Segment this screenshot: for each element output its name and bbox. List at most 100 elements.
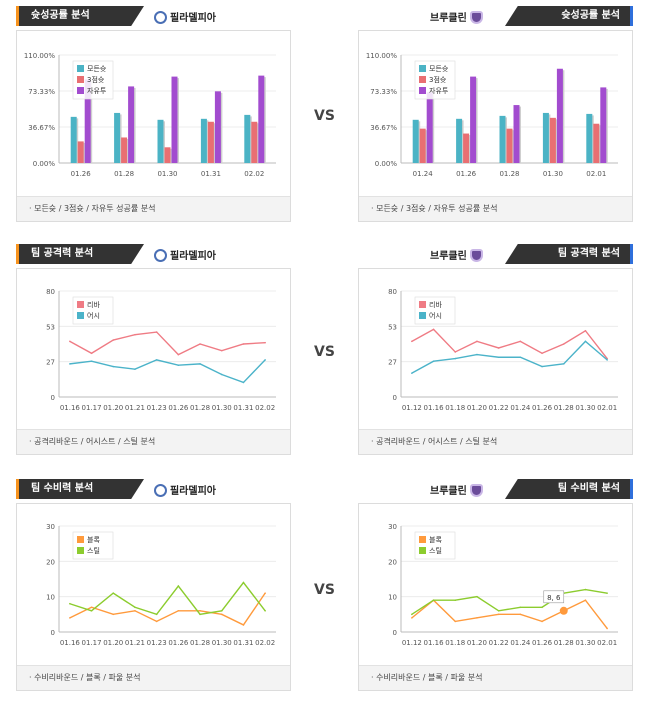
chart-caption: · 공격리바운드 / 어시스트 / 스틸 분석 — [17, 429, 290, 454]
x-tick-label: 01.23 — [147, 404, 167, 412]
defense-right-panel: 0 10 20 30 01.12 01.16 01.18 01.20 01.22 01.24 01.… — [358, 503, 633, 691]
legend-label: 어시 — [87, 311, 100, 320]
data-point — [606, 592, 608, 594]
x-tick-label: 01.16 — [60, 639, 81, 647]
data-point — [134, 368, 136, 370]
data-point — [155, 613, 158, 616]
x-tick-label: 01.24 — [510, 404, 531, 412]
data-point — [497, 613, 500, 616]
shooting-left-header: 슛성공률 분석 필라델피아 — [16, 6, 291, 28]
data-point — [497, 347, 500, 349]
x-tick-label: 01.21 — [125, 404, 145, 412]
x-tick-label: 01.17 — [82, 404, 102, 412]
data-point — [242, 624, 245, 626]
data-point — [541, 352, 543, 355]
x-tick-label: 01.12 — [402, 404, 422, 412]
bar — [600, 87, 607, 163]
data-point — [411, 613, 413, 616]
x-tick-label: 01.22 — [489, 639, 509, 647]
data-point — [432, 360, 435, 363]
data-point — [220, 613, 223, 616]
data-point — [519, 606, 522, 609]
data-point — [519, 613, 522, 616]
data-point — [112, 613, 115, 616]
legend-label: 모든슛 — [429, 65, 449, 73]
x-tick-label: 01.26 — [532, 639, 553, 647]
data-point — [199, 343, 201, 345]
bar — [164, 147, 171, 163]
data-point — [584, 329, 587, 332]
data-point — [90, 352, 93, 355]
section-title-tab: 팀 공격력 분석 — [505, 244, 633, 264]
y-tick-label: 36.67% — [370, 124, 397, 132]
data-point — [242, 381, 245, 384]
data-point — [134, 333, 136, 336]
x-tick-label: 01.26 — [71, 170, 92, 178]
bar — [77, 141, 84, 163]
data-point — [242, 581, 245, 584]
x-tick-label: 01.26 — [532, 404, 553, 412]
data-point — [155, 620, 158, 623]
bar — [470, 76, 477, 163]
bar — [251, 121, 258, 163]
x-tick-label: 01.26 — [456, 170, 477, 178]
x-tick-label: 01.12 — [402, 639, 422, 647]
legend-swatch — [77, 301, 84, 308]
bar — [258, 75, 265, 163]
data-point — [411, 617, 413, 619]
data-point — [584, 588, 587, 591]
legend-swatch — [77, 312, 84, 319]
team-name-right: 브루클린 — [430, 9, 486, 24]
x-tick-label: 02.01 — [586, 170, 606, 178]
x-tick-label: 01.22 — [489, 404, 509, 412]
legend-label: 자유투 — [429, 86, 449, 95]
x-tick-label: 01.26 — [168, 639, 189, 647]
shooting-right-chart: 0.00% 36.67% 73.33% 110.00% 01.24 01.26 01.28 0… — [366, 52, 618, 178]
bar — [513, 105, 520, 163]
series-line — [69, 331, 266, 356]
section-title-tab: 팀 수비력 분석 — [505, 479, 633, 499]
data-point — [177, 610, 180, 612]
data-point — [497, 610, 500, 612]
shooting-right-header: 브루클린 슛성공률 분석 — [358, 6, 633, 28]
y-tick-label: 0.00% — [33, 160, 56, 168]
data-point — [454, 357, 457, 360]
series-line — [411, 588, 608, 615]
data-point — [584, 340, 587, 343]
legend-swatch — [419, 87, 426, 94]
y-tick-label: 20 — [46, 558, 55, 566]
data-point — [134, 606, 136, 609]
legend-swatch — [419, 301, 426, 308]
defense-left-header: 팀 수비력 분석 필라델피아 — [16, 479, 291, 501]
y-tick-label: 80 — [388, 288, 397, 296]
bar — [121, 137, 128, 163]
y-tick-label: 0 — [393, 394, 397, 402]
x-tick-label: 01.28 — [190, 404, 210, 412]
section-title-tab: 슛성공률 분석 — [16, 6, 144, 26]
legend-label: 리바 — [87, 300, 100, 309]
x-tick-label: 01.28 — [554, 639, 574, 647]
team-name-left: 필라델피아 — [154, 482, 216, 497]
data-point — [112, 592, 115, 594]
legend-label: 블록 — [87, 535, 100, 544]
y-tick-label: 36.67% — [28, 124, 55, 132]
x-tick-label: 02.02 — [255, 404, 275, 412]
data-point — [264, 592, 266, 594]
data-point — [476, 595, 478, 598]
bar — [426, 92, 433, 163]
highlight-point — [559, 606, 568, 615]
legend-swatch — [77, 76, 84, 83]
x-tick-label: 01.16 — [424, 404, 445, 412]
series-line — [411, 340, 608, 374]
bar — [556, 68, 563, 163]
bar — [419, 128, 426, 163]
y-tick-label: 0.00% — [375, 160, 398, 168]
legend-swatch — [77, 65, 84, 72]
chart-caption: · 수비리바운드 / 블록 / 파울 분석 — [359, 665, 632, 690]
shooting-left-chart: 0.00% 36.67% 73.33% 110.00% 01.26 01.28 01.30 0… — [24, 52, 276, 178]
legend-swatch — [419, 65, 426, 72]
chart-caption: · 모든슛 / 3점슛 / 자유투 성공률 분석 — [359, 196, 632, 221]
data-point — [606, 359, 608, 361]
data-point — [541, 365, 543, 368]
